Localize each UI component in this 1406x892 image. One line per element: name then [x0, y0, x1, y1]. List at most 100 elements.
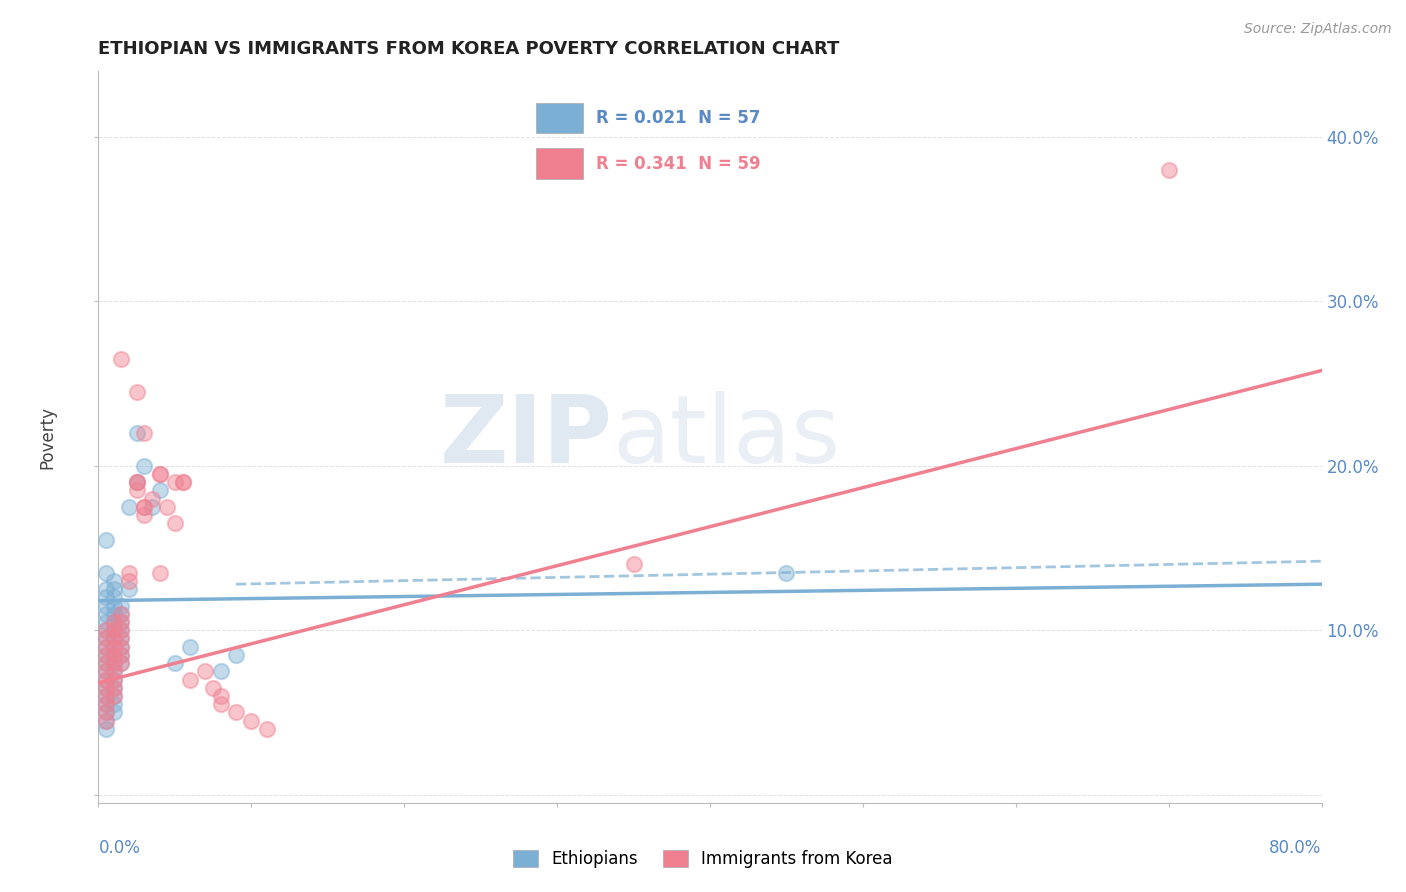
Point: [110, 640, 132, 654]
Point: [225, 648, 247, 662]
Point: [149, 467, 172, 481]
Point: [103, 640, 125, 654]
Point: [94, 681, 117, 695]
Point: [110, 648, 132, 662]
Point: [94, 648, 117, 662]
Point: [103, 574, 125, 588]
Point: [94, 714, 117, 728]
Point: [149, 566, 172, 580]
Point: [125, 475, 148, 490]
Point: [163, 656, 186, 670]
Point: [110, 656, 132, 670]
Point: [103, 673, 125, 687]
Point: [110, 656, 132, 670]
Point: [94, 681, 117, 695]
Point: [103, 607, 125, 621]
Point: [94, 665, 117, 679]
Point: [94, 697, 117, 711]
Point: [103, 640, 125, 654]
Point: [94, 706, 117, 720]
Point: [163, 516, 186, 531]
Point: [110, 632, 132, 646]
Point: [118, 500, 141, 514]
Point: [156, 500, 179, 514]
Point: [202, 681, 225, 695]
Text: atlas: atlas: [612, 391, 841, 483]
Point: [125, 483, 148, 498]
Point: [240, 714, 263, 728]
Point: [125, 384, 148, 399]
Point: [172, 475, 194, 490]
Point: [94, 714, 117, 728]
Point: [110, 599, 132, 613]
Point: [94, 533, 117, 547]
Point: [103, 681, 125, 695]
Point: [94, 591, 117, 605]
Point: [118, 574, 141, 588]
Point: [103, 615, 125, 629]
Point: [103, 624, 125, 638]
Point: [103, 656, 125, 670]
Point: [194, 665, 217, 679]
Point: [94, 615, 117, 629]
Point: [134, 425, 156, 440]
Point: [94, 697, 117, 711]
Point: [179, 640, 201, 654]
Point: [179, 673, 201, 687]
Point: [110, 648, 132, 662]
Point: [141, 500, 163, 514]
Point: [110, 615, 132, 629]
Legend: Ethiopians, Immigrants from Korea: Ethiopians, Immigrants from Korea: [506, 843, 900, 875]
Point: [94, 673, 117, 687]
Point: [94, 648, 117, 662]
Point: [103, 681, 125, 695]
Point: [103, 632, 125, 646]
Point: [134, 500, 156, 514]
Point: [103, 689, 125, 703]
Point: [94, 640, 117, 654]
Point: [141, 491, 163, 506]
Point: [103, 599, 125, 613]
Point: [103, 591, 125, 605]
Text: 0.0%: 0.0%: [98, 839, 141, 857]
Point: [209, 689, 232, 703]
Point: [623, 558, 645, 572]
Point: [110, 607, 132, 621]
Point: [103, 582, 125, 596]
Point: [149, 467, 172, 481]
Point: [103, 665, 125, 679]
Point: [94, 706, 117, 720]
Point: [94, 640, 117, 654]
Point: [256, 722, 278, 736]
Point: [163, 475, 186, 490]
Point: [103, 632, 125, 646]
Point: [125, 475, 148, 490]
Point: [103, 665, 125, 679]
Point: [110, 640, 132, 654]
Point: [134, 458, 156, 473]
Point: [110, 607, 132, 621]
Point: [172, 475, 194, 490]
Point: [94, 607, 117, 621]
Point: [125, 425, 148, 440]
Point: [103, 697, 125, 711]
Point: [110, 615, 132, 629]
Text: ETHIOPIAN VS IMMIGRANTS FROM KOREA POVERTY CORRELATION CHART: ETHIOPIAN VS IMMIGRANTS FROM KOREA POVER…: [98, 40, 839, 58]
Point: [103, 689, 125, 703]
Point: [125, 475, 148, 490]
Point: [118, 582, 141, 596]
Point: [94, 689, 117, 703]
Point: [94, 599, 117, 613]
Point: [94, 624, 117, 638]
Point: [103, 615, 125, 629]
Point: [94, 624, 117, 638]
Y-axis label: Poverty: Poverty: [38, 406, 56, 468]
Point: [94, 582, 117, 596]
Point: [94, 665, 117, 679]
Point: [94, 632, 117, 646]
Point: [225, 706, 247, 720]
Point: [103, 648, 125, 662]
Text: 80.0%: 80.0%: [1270, 839, 1322, 857]
Point: [110, 351, 132, 366]
Point: [103, 624, 125, 638]
